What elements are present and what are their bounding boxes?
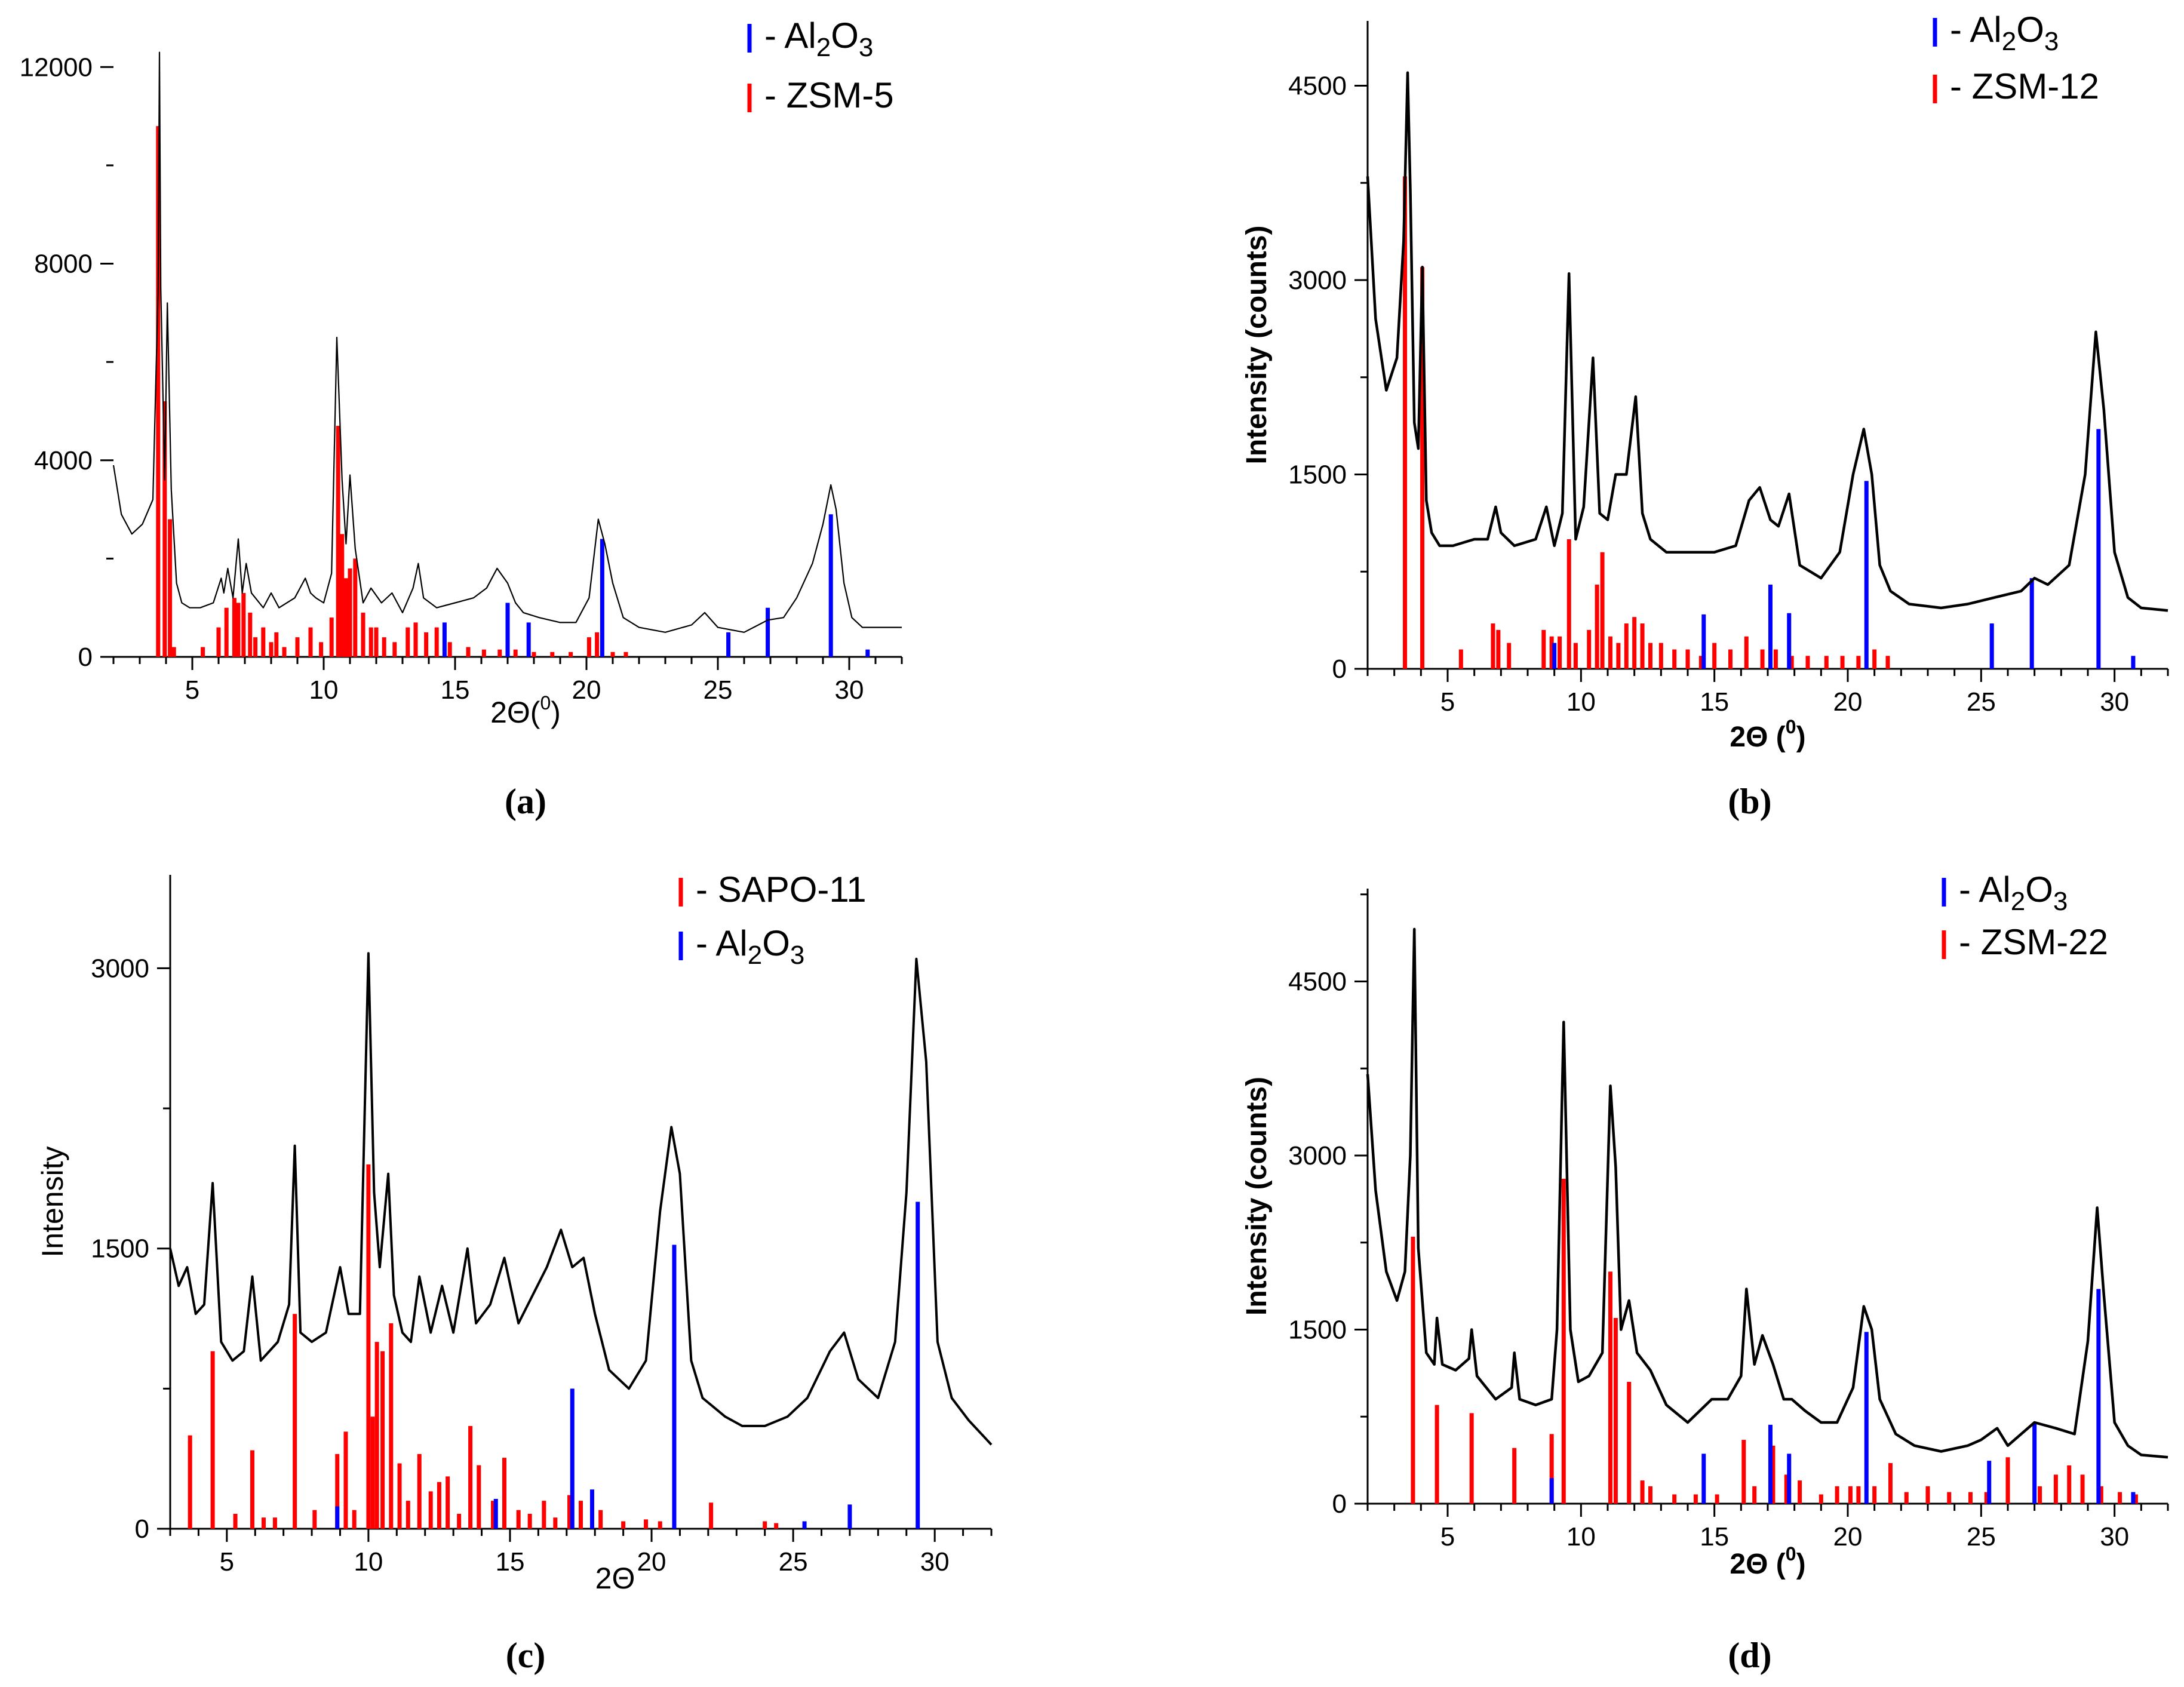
panel-a-label: (a) [505,782,546,821]
panel-d-legend-sub: 3 [2053,887,2068,916]
panel-a-x-axis-title-sup: 0 [540,692,551,714]
panel-b-x-axis-title: 2Θ (0) [1730,716,1805,753]
panel-d-y-tick-label: 1500 [1288,1315,1347,1344]
panel-a-legend-label: - ZSM-5 [764,75,894,115]
panel-b-x-axis-title-main: 2Θ ( [1730,721,1785,753]
panel-b-x-tick-label: 5 [1440,687,1455,717]
panel-a-legend-text: - Al [764,16,816,56]
panel-c-y-tick-label: 0 [135,1514,149,1544]
panel-a-legend-text: O [831,16,859,56]
panel-a-y-tick-label: 4000 [34,446,93,475]
panel-a-x-axis-title-end: ) [551,696,561,729]
panel-b-y-tick-label: 0 [1332,654,1347,684]
panel-c-x-tick-label: 10 [354,1547,383,1577]
panel-b-y-tick-label: 4500 [1288,72,1347,101]
panel-b-legend-text: O [2016,10,2044,50]
panel-c: 5 10 15 20 25 30 0 1500 3000 2Θ Intensity - SAPO-11… [36,869,993,1675]
panel-d-x-tick-label: 20 [1833,1522,1863,1551]
panel-c-x-axis-title: 2Θ [595,1562,635,1595]
panel-a-x-tick-label: 15 [441,675,470,705]
panel-c-legend-text: O [762,923,790,963]
panel-c-x-tick-label: 5 [220,1547,234,1577]
panel-c-x-tick-label: 30 [920,1547,950,1577]
panel-c-legend-sub: 2 [748,941,762,970]
panel-a-x-tick-label: 20 [572,675,601,705]
panel-b-x-tick-label: 25 [1967,687,1996,717]
panel-d-x-tick-label: 15 [1700,1522,1729,1551]
panel-d-x-tick-label: 5 [1440,1522,1455,1551]
panel-d-legend-sub: 2 [2011,887,2025,916]
panel-b-label: (b) [1728,782,1771,821]
panel-a-x-axis-title: 2Θ(0) [490,692,561,729]
panel-a-legend-sub: 3 [859,33,873,62]
panel-d-y-tick-label: 0 [1332,1489,1347,1519]
panel-c-x-tick-label: 20 [637,1547,666,1577]
panel-c-y-axis-title: Intensity [36,1146,69,1257]
panel-a-y-tick-label: 12000 [20,53,93,82]
panel-b-legend-label: - Al2O3 [1950,10,2059,56]
panel-d-xrd-pattern [1366,927,2168,1459]
panel-d-x-axis-title-end: ) [1796,1548,1806,1580]
panel-a-xrd-pattern [112,51,902,633]
panel-c-x-tick-label: 15 [495,1547,524,1577]
panel-d-y-tick-label: 4500 [1288,967,1347,996]
panel-d-x-axis-title-sup: 0 [1786,1543,1796,1565]
panel-a-x-tick-label: 10 [309,675,339,705]
panel-c-x-axis-title-main: 2Θ [595,1562,635,1595]
panel-c-plot-area: 5 10 15 20 25 30 0 1500 3000 2Θ Intensity - SAPO-11… [36,869,993,1595]
panel-c-legend-sub: 3 [790,941,804,970]
panel-d-legend-text: O [2025,869,2053,909]
panel-b-x-tick-label: 20 [1833,687,1863,717]
panel-d-x-tick-label: 25 [1967,1522,1996,1551]
panel-b-x-axis-title-sup: 0 [1786,716,1796,738]
panel-b-legend-sub: 3 [2044,27,2059,56]
panel-a-legend-label: - Al2O3 [764,16,873,62]
panel-b-x-tick-label: 30 [2100,687,2129,717]
panel-a-x-tick-label: 5 [185,675,199,705]
panel-d-x-axis-title: 2Θ (0) [1730,1543,1805,1580]
panel-b-x-tick-label: 10 [1566,687,1596,717]
panel-d-x-tick-label: 10 [1566,1522,1596,1551]
panel-d-legend-label: - Al2O3 [1959,869,2068,916]
panel-a-y-tick-label: 8000 [34,250,93,279]
panel-d-x-tick-label: 30 [2100,1522,2129,1551]
panel-b-y-tick-label: 1500 [1288,460,1347,490]
panel-a-x-axis-title-main: 2Θ( [490,696,540,729]
panel-d-legend-text: - Al [1959,869,2011,909]
panel-a-x-tick-label: 30 [835,675,864,705]
panel-b-x-tick-label: 15 [1700,687,1729,717]
panel-d-legend-label: - ZSM-22 [1959,922,2108,962]
panel-d-y-tick-label: 3000 [1288,1141,1347,1170]
panel-c-y-tick-label: 3000 [91,954,149,983]
panel-d-x-axis-title-main: 2Θ ( [1730,1548,1785,1580]
panel-b-y-axis-title: Intensity (counts) [1241,225,1273,464]
panel-a-y-tick-label: 0 [78,643,93,672]
panel-c-legend-text: - Al [696,923,748,963]
panel-c-label: (c) [506,1636,546,1675]
panel-a-legend-sub: 2 [816,33,831,62]
panel-b-xrd-pattern [1366,71,2168,612]
panel-a-x-tick-label: 25 [704,675,733,705]
panel-b-y-tick-label: 3000 [1288,266,1347,295]
panel-b-legend-label: - ZSM-12 [1950,66,2099,106]
panel-c-legend-label: - SAPO-11 [696,869,867,909]
panel-c-xrd-pattern [169,952,993,1446]
panel-c-x-tick-label: 25 [779,1547,808,1577]
panel-c-y-tick-label: 1500 [91,1234,149,1264]
panel-c-legend-label: - Al2O3 [696,923,804,970]
panel-b-legend-text: - Al [1950,10,2002,50]
panel-b-legend-sub: 2 [2002,27,2016,56]
panel-d-label: (d) [1728,1636,1771,1675]
panel-d-y-axis-title: Intensity (counts) [1241,1077,1273,1316]
panel-b-x-axis-title-end: ) [1796,721,1806,753]
